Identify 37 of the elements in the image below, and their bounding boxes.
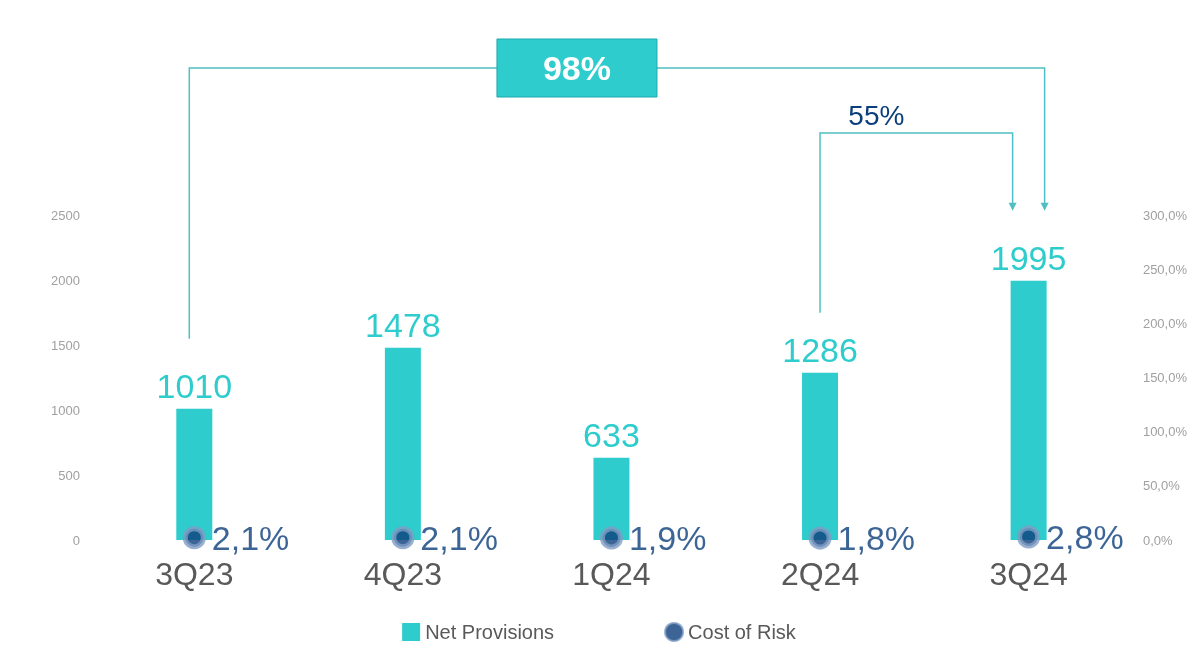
y-tick-label: 1000 [51,402,80,418]
bar [802,372,839,540]
bar [176,408,213,540]
y2-tick-label: 150,0% [1142,370,1188,385]
y-tick-label: 2000 [51,272,80,288]
text: 55% [848,99,905,131]
text: 98% [542,49,611,87]
data-label: 1995 [990,238,1067,277]
data-label: 2,8% [1046,517,1124,556]
x-tick-label: 3Q24 [989,556,1068,592]
y2-tick-label: 200,0% [1142,315,1188,331]
bar [384,347,421,540]
legend-label: Net Provisions [425,621,555,643]
bar [1010,280,1047,540]
data-label: 1010 [156,366,233,405]
y-tick-label: 2500 [51,207,80,223]
data-label: 1286 [782,330,858,369]
y2-tick-label: 300,0% [1142,207,1188,223]
x-tick-label: 2Q24 [780,556,860,592]
y2-tick-label: 0,0% [1142,532,1173,548]
y-tick-label: 500 [58,467,80,483]
data-label: 2,1% [211,518,290,557]
x-tick-label: 1Q24 [572,556,651,592]
data-label: 1478 [365,305,441,344]
y-tick-label: 0 [72,532,80,548]
legend-label: Cost of Risk [688,621,797,643]
data-label: 1,8% [837,519,916,558]
bar [593,457,630,540]
data-label: 2,1% [420,518,498,557]
y2-tick-label: 100,0% [1142,424,1188,440]
x-tick-label: 4Q23 [363,556,443,592]
x-tick-label: 3Q23 [155,556,234,592]
y2-tick-label: 250,0% [1142,261,1188,277]
y-tick-label: 1500 [51,337,80,353]
y2-tick-label: 50,0% [1142,478,1181,494]
data-label: 1,9% [628,518,707,557]
data-label: 633 [583,415,640,454]
